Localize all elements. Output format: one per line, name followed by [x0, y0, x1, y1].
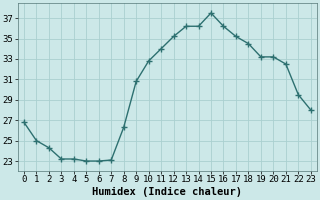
X-axis label: Humidex (Indice chaleur): Humidex (Indice chaleur): [92, 187, 242, 197]
